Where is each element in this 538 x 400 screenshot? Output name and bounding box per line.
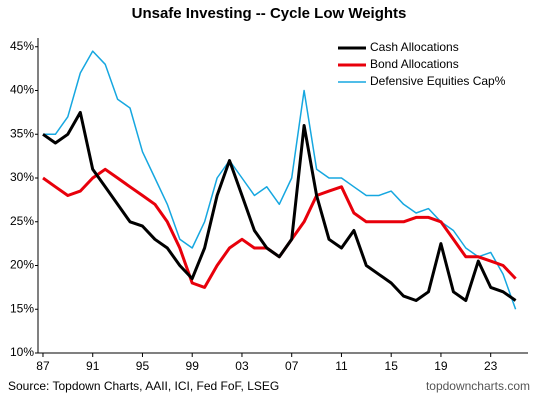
x-tick-label: 11: [335, 359, 348, 373]
x-tick-label: 99: [186, 359, 200, 373]
y-tick-label: 40%: [10, 83, 34, 97]
x-tick-label: 03: [235, 359, 249, 373]
y-tick-label: 20%: [10, 258, 34, 272]
x-tick-label: 19: [434, 359, 448, 373]
source-note: Source: Topdown Charts, AAII, ICI, Fed F…: [8, 379, 279, 393]
x-tick-label: 91: [86, 359, 100, 373]
y-tick-label: 35%: [10, 126, 34, 140]
chart-title: Unsafe Investing -- Cycle Low Weights: [132, 5, 407, 22]
series-line: [43, 50, 517, 310]
series-line: [42, 110, 517, 302]
legend-label: Cash Allocations: [370, 40, 459, 54]
series-line: [42, 167, 517, 289]
x-tick-label: 95: [136, 359, 150, 373]
x-tick-label: 15: [385, 359, 399, 373]
y-tick-label: 25%: [10, 214, 34, 228]
y-tick-label: 30%: [10, 170, 34, 184]
y-tick-label: 15%: [10, 301, 34, 315]
x-tick-label: 23: [484, 359, 498, 373]
x-tick-label: 87: [36, 359, 50, 373]
legend-label: Bond Allocations: [370, 57, 459, 71]
legend-label: Defensive Equities Cap%: [370, 74, 506, 88]
x-tick-label: 07: [285, 359, 299, 373]
y-tick-label: 45%: [10, 39, 34, 53]
watermark: topdowncharts.com: [426, 379, 530, 393]
y-tick-label: 10%: [10, 345, 34, 359]
